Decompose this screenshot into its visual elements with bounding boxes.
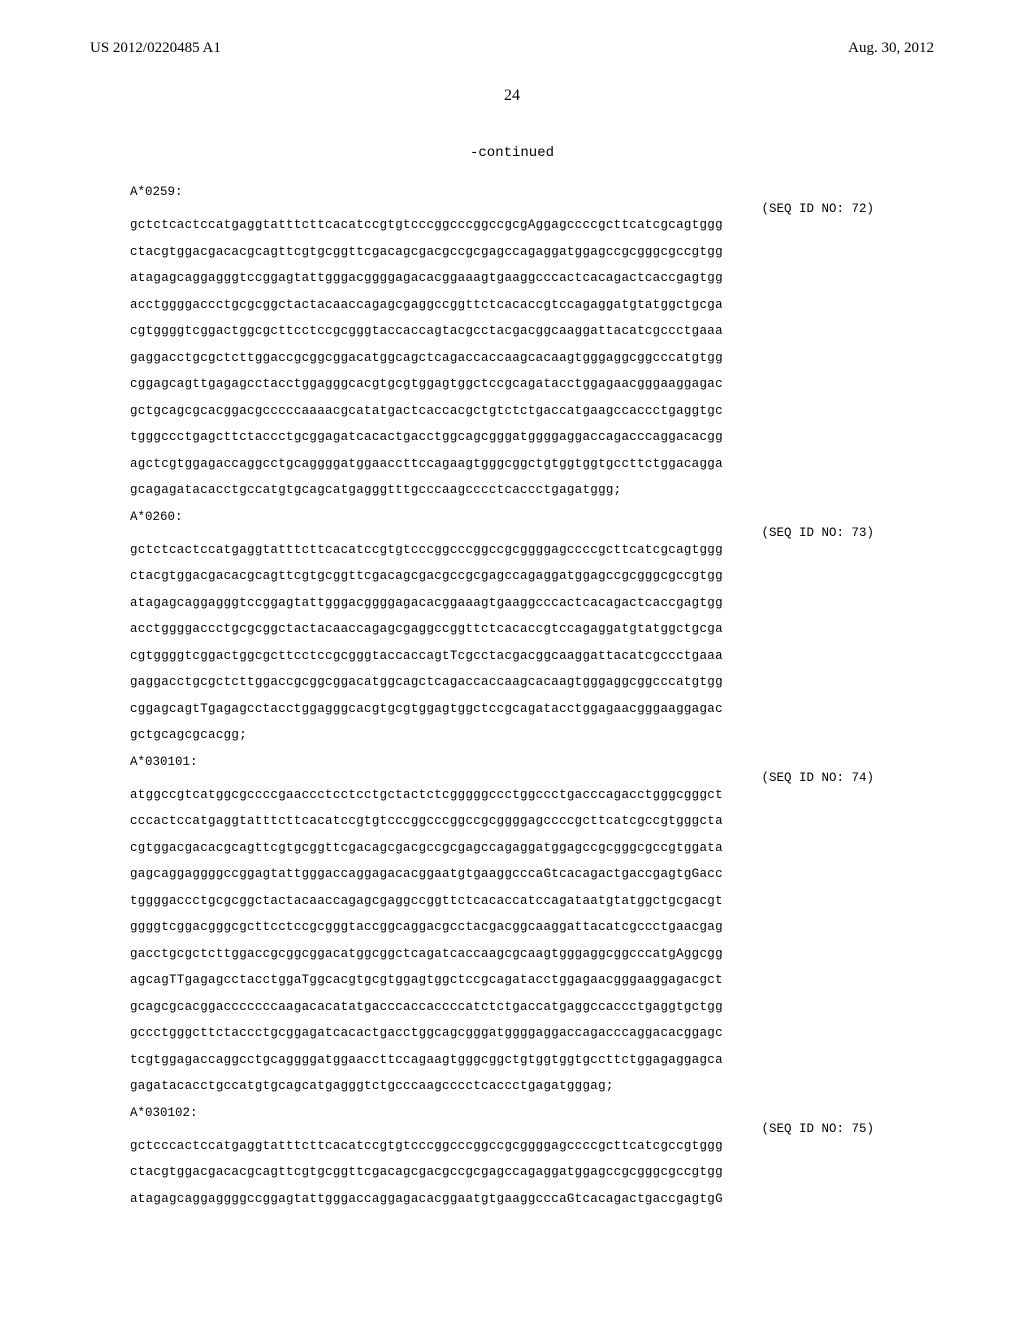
sequence-line: gctctcactccatgaggtatttcttcacatccgtgtcccg… bbox=[130, 219, 894, 232]
sequence-line: acctggggaccctgcgcggctactacaaccagagcgaggc… bbox=[130, 299, 894, 312]
sequence-line: atagagcaggagggtccggagtattgggacggggagacac… bbox=[130, 272, 894, 285]
sequence-line: cgtggggtcggactggcgcttcctccgcgggtaccaccag… bbox=[130, 650, 894, 663]
sequence-line: atggccgtcatggcgccccgaaccctcctcctgctactct… bbox=[130, 789, 894, 802]
page-header: US 2012/0220485 A1 Aug. 30, 2012 bbox=[0, 0, 1024, 57]
sequence-line: tgggccctgagcttctaccctgcggagatcacactgacct… bbox=[130, 431, 894, 444]
sequence-line: ggggtcggacgggcgcttcctccgcgggtaccggcaggac… bbox=[130, 921, 894, 934]
sequence-label: A*030102: bbox=[130, 1107, 894, 1120]
sequence-line: tggggaccctgcgcggctactacaaccagagcgaggccgg… bbox=[130, 895, 894, 908]
sequence-id: (SEQ ID NO: 72) bbox=[130, 203, 894, 216]
sequence-line: gccctgggcttctaccctgcggagatcacactgacctggc… bbox=[130, 1027, 894, 1040]
sequence-id: (SEQ ID NO: 73) bbox=[130, 527, 894, 540]
sequence-line: gagcaggaggggccggagtattgggaccaggagacacgga… bbox=[130, 868, 894, 881]
sequence-block: A*0260: (SEQ ID NO: 73) gctctcactccatgaggt… bbox=[130, 511, 894, 742]
sequence-block: A*030102: (SEQ ID NO: 75) gctcccactccatgag… bbox=[130, 1107, 894, 1206]
sequence-block: A*0259: (SEQ ID NO: 72) gctctcactccatgaggt… bbox=[130, 186, 894, 497]
sequence-line: gctgcagcgcacgg; bbox=[130, 729, 894, 742]
sequence-line: ctacgtggacgacacgcagttcgtgcggttcgacagcgac… bbox=[130, 570, 894, 583]
sequence-line: acctggggaccctgcgcggctactacaaccagagcgaggc… bbox=[130, 623, 894, 636]
publication-number: US 2012/0220485 A1 bbox=[90, 40, 221, 57]
sequence-line: atagagcaggaggggccggagtattgggaccaggagacac… bbox=[130, 1193, 894, 1206]
continued-label: -continued bbox=[130, 145, 894, 161]
sequence-line: tcgtggagaccaggcctgcaggggatggaaccttccagaa… bbox=[130, 1054, 894, 1067]
publication-date: Aug. 30, 2012 bbox=[848, 40, 934, 57]
sequence-line: agctcgtggagaccaggcctgcaggggatggaaccttcca… bbox=[130, 458, 894, 471]
sequence-line: gctgcagcgcacggacgcccccaaaacgcatatgactcac… bbox=[130, 405, 894, 418]
sequence-line: gaggacctgcgctcttggaccgcggcggacatggcagctc… bbox=[130, 352, 894, 365]
content-area: -continued A*0259: (SEQ ID NO: 72) gctctca… bbox=[0, 145, 1024, 1205]
sequence-block: A*030101: (SEQ ID NO: 74) atggccgtcatggcgc… bbox=[130, 756, 894, 1093]
page-number: 24 bbox=[0, 87, 1024, 105]
sequence-line: cgtggggtcggactggcgcttcctccgcgggtaccaccag… bbox=[130, 325, 894, 338]
sequence-line: cggagcagtTgagagcctacctggagggcacgtgcgtgga… bbox=[130, 703, 894, 716]
sequence-line: gagatacacctgccatgtgcagcatgagggtctgcccaag… bbox=[130, 1080, 894, 1093]
sequence-line: gctctcactccatgaggtatttcttcacatccgtgtcccg… bbox=[130, 544, 894, 557]
sequence-line: atagagcaggagggtccggagtattgggacggggagacac… bbox=[130, 597, 894, 610]
sequence-line: agcagTTgagagcctacctggaTggcacgtgcgtggagtg… bbox=[130, 974, 894, 987]
sequence-label: A*0260: bbox=[130, 511, 894, 524]
sequence-line: gacctgcgctcttggaccgcggcggacatggcggctcaga… bbox=[130, 948, 894, 961]
sequence-line: cgtggacgacacgcagttcgtgcggttcgacagcgacgcc… bbox=[130, 842, 894, 855]
sequence-line: ctacgtggacgacacgcagttcgtgcggttcgacagcgac… bbox=[130, 246, 894, 259]
sequence-line: gctcccactccatgaggtatttcttcacatccgtgtcccg… bbox=[130, 1140, 894, 1153]
sequences-container: A*0259: (SEQ ID NO: 72) gctctcactccatgaggt… bbox=[130, 186, 894, 1205]
sequence-line: cggagcagttgagagcctacctggagggcacgtgcgtgga… bbox=[130, 378, 894, 391]
sequence-line: ctacgtggacgacacgcagttcgtgcggttcgacagcgac… bbox=[130, 1166, 894, 1179]
sequence-line: cccactccatgaggtatttcttcacatccgtgtcccggcc… bbox=[130, 815, 894, 828]
sequence-id: (SEQ ID NO: 75) bbox=[130, 1123, 894, 1136]
sequence-line: gaggacctgcgctcttggaccgcggcggacatggcagctc… bbox=[130, 676, 894, 689]
sequence-label: A*030101: bbox=[130, 756, 894, 769]
sequence-line: gcagagatacacctgccatgtgcagcatgagggtttgccc… bbox=[130, 484, 894, 497]
sequence-line: gcagcgcacggacccccccaagacacatatgacccaccac… bbox=[130, 1001, 894, 1014]
sequence-id: (SEQ ID NO: 74) bbox=[130, 772, 894, 785]
sequence-label: A*0259: bbox=[130, 186, 894, 199]
